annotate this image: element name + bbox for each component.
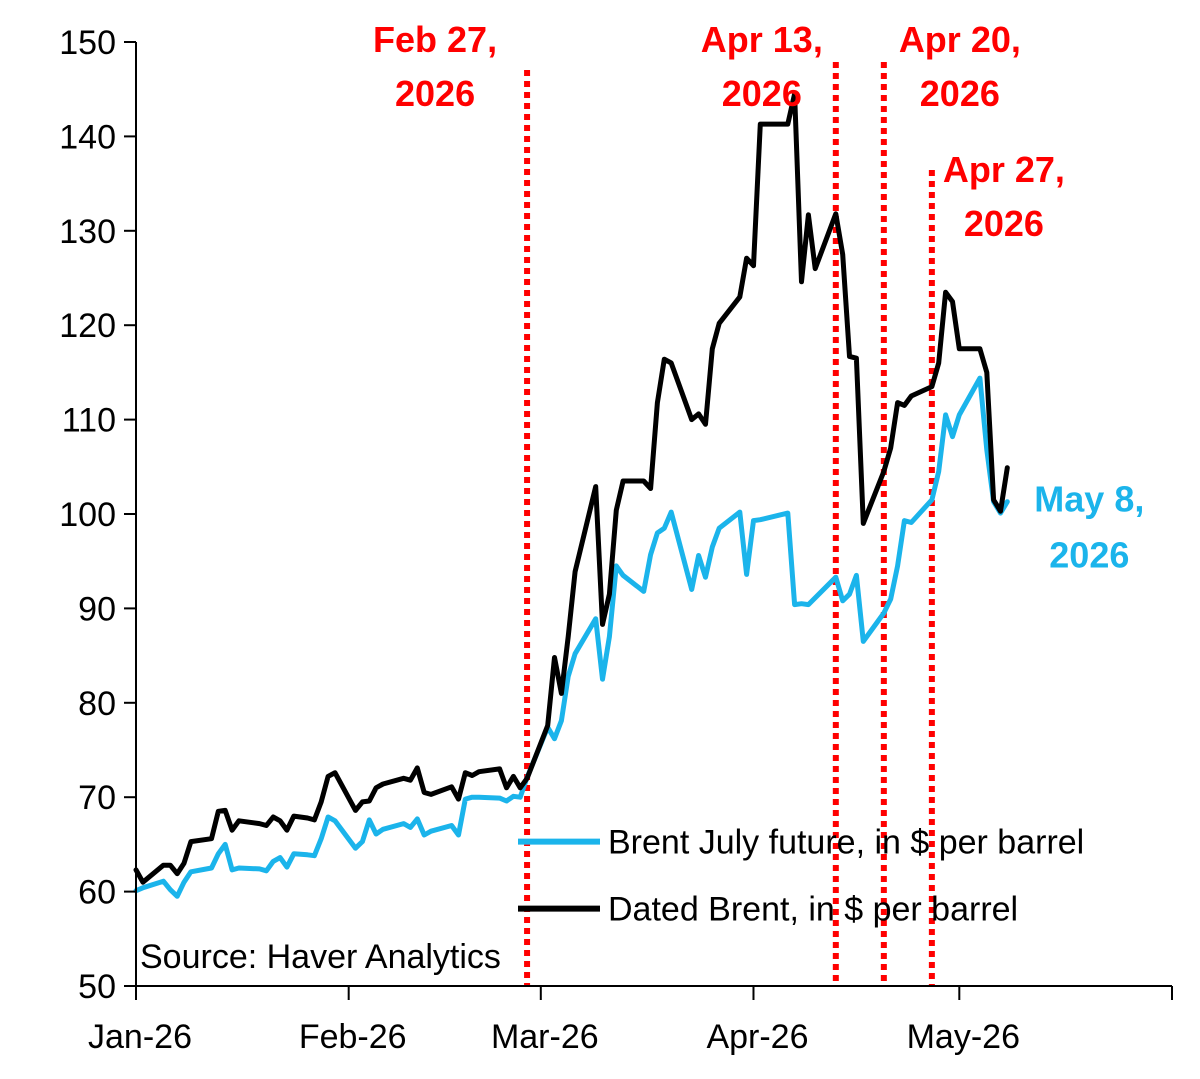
- vertical-marker-label: Feb 27,: [373, 19, 497, 60]
- series-layer: [133, 91, 1010, 899]
- vertical-marker-label: 2026: [964, 203, 1044, 244]
- y-tick-label: 120: [59, 307, 116, 345]
- x-tick-label: Jan-26: [88, 1018, 192, 1056]
- end-point-label: May 8,: [1034, 479, 1144, 520]
- y-tick-label: 130: [59, 213, 116, 251]
- legend-label-brent-future: Brent July future, in $ per barrel: [608, 824, 1084, 862]
- x-tick-label: Feb-26: [299, 1018, 407, 1056]
- y-tick-label: 80: [78, 685, 116, 723]
- legend-label-dated-brent: Dated Brent, in $ per barrel: [608, 891, 1018, 929]
- x-tick-label: May-26: [907, 1018, 1020, 1056]
- vertical-marker-label: 2026: [920, 73, 1000, 114]
- vertical-marker-label: 2026: [722, 73, 802, 114]
- source-note: Source: Haver Analytics: [140, 938, 501, 976]
- y-tick-label: 50: [78, 968, 116, 1006]
- y-tick-label: 70: [78, 779, 116, 817]
- x-tick-label: Mar-26: [491, 1018, 599, 1056]
- x-tick-label: Apr-26: [706, 1018, 808, 1056]
- vertical-marker-label: Apr 13,: [701, 19, 823, 60]
- y-tick-label: 90: [78, 590, 116, 628]
- series-line-brent-future: [133, 375, 1010, 899]
- series-line-dated-brent: [133, 91, 1010, 885]
- end-point-label: 2026: [1049, 535, 1129, 576]
- y-tick-label: 140: [59, 118, 116, 156]
- y-tick-label: 150: [59, 24, 116, 62]
- y-tick-label: 60: [78, 874, 116, 912]
- annotation-layer: Feb 27, 2026 Apr 13, 2026 Apr 20, 2026 Apr 27,…: [373, 19, 1144, 576]
- y-tick-layer: 50 60 70 80 90 100 110 120 130 140 150: [59, 24, 136, 1006]
- vertical-marker-label: Apr 27,: [943, 149, 1065, 190]
- y-tick-label: 100: [59, 496, 116, 534]
- y-tick-label: 110: [62, 402, 116, 440]
- legend: Brent July future, in $ per barrel Dated…: [518, 824, 1084, 929]
- vertical-marker-label: Apr 20,: [899, 19, 1021, 60]
- vertical-marker-label: 2026: [395, 73, 475, 114]
- x-tick-layer: Jan-26 Feb-26 Mar-26 Apr-26 May-26: [88, 986, 1173, 1056]
